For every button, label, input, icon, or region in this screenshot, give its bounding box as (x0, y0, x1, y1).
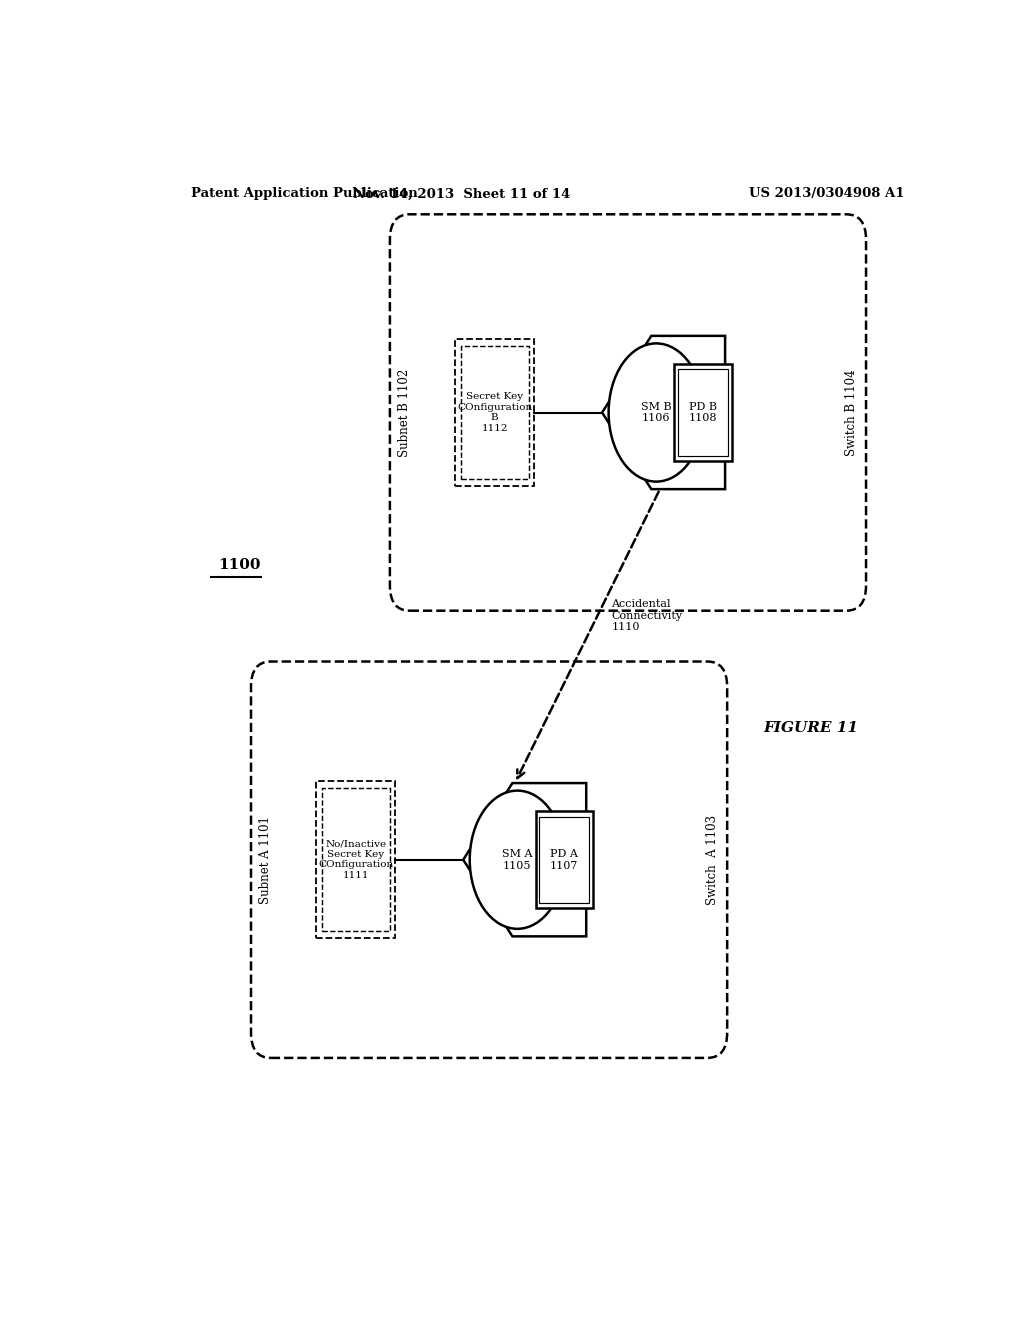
Text: US 2013/0304908 A1: US 2013/0304908 A1 (749, 187, 904, 201)
Text: No/Inactive
Secret Key
COnfiguration
1111: No/Inactive Secret Key COnfiguration 111… (318, 840, 393, 880)
FancyBboxPatch shape (390, 214, 866, 611)
FancyBboxPatch shape (455, 339, 535, 486)
Text: Nov. 14, 2013  Sheet 11 of 14: Nov. 14, 2013 Sheet 11 of 14 (352, 187, 570, 201)
FancyBboxPatch shape (251, 661, 727, 1057)
Text: FIGURE 11: FIGURE 11 (763, 721, 858, 735)
FancyBboxPatch shape (675, 364, 731, 461)
Polygon shape (602, 335, 725, 490)
FancyBboxPatch shape (540, 817, 589, 903)
Text: 1100: 1100 (218, 558, 260, 572)
FancyBboxPatch shape (678, 370, 728, 455)
Text: SM A
1105: SM A 1105 (502, 849, 532, 870)
Ellipse shape (470, 791, 565, 929)
Text: Accidental
Connectivity
1110: Accidental Connectivity 1110 (611, 599, 682, 632)
Text: Secret Key
COnfiguration
B
1112: Secret Key COnfiguration B 1112 (457, 392, 532, 433)
Text: PD B
1108: PD B 1108 (689, 401, 717, 424)
Text: PD A
1107: PD A 1107 (550, 849, 579, 870)
Text: Subnet B 1102: Subnet B 1102 (397, 368, 411, 457)
Text: SM B
1106: SM B 1106 (641, 401, 672, 424)
FancyBboxPatch shape (316, 781, 395, 939)
Text: Switch B 1104: Switch B 1104 (845, 370, 858, 455)
FancyBboxPatch shape (536, 812, 593, 908)
Text: Subnet A 1101: Subnet A 1101 (259, 816, 271, 904)
Text: Switch  A 1103: Switch A 1103 (707, 814, 720, 904)
Ellipse shape (608, 343, 703, 482)
Polygon shape (463, 783, 586, 936)
Text: Patent Application Publication: Patent Application Publication (191, 187, 418, 201)
FancyBboxPatch shape (461, 346, 528, 479)
FancyBboxPatch shape (322, 788, 390, 932)
